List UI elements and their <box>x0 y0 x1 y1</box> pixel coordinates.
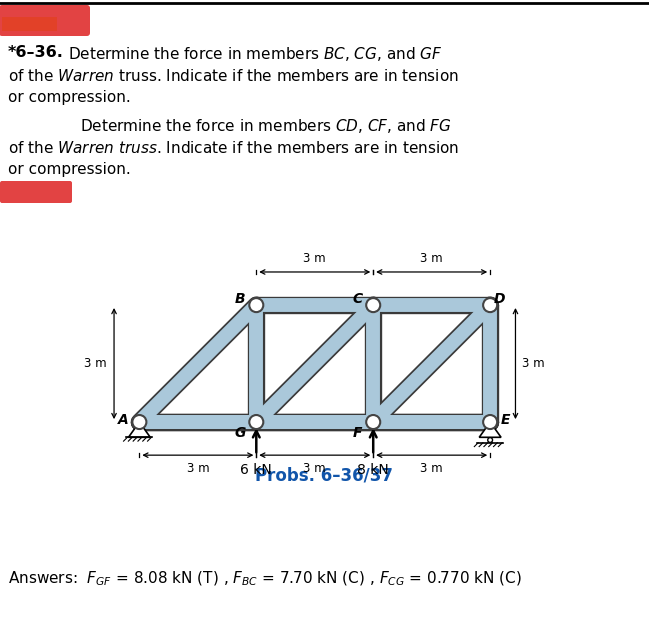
FancyBboxPatch shape <box>0 5 90 36</box>
Text: E: E <box>501 413 511 427</box>
Text: Determine the force in members $\mathit{CD}$, $\mathit{CF}$, and $\mathit{FG}$: Determine the force in members $\mathit{… <box>80 117 452 135</box>
Text: F: F <box>353 426 362 440</box>
FancyBboxPatch shape <box>0 181 72 203</box>
Text: 3 m: 3 m <box>421 252 443 265</box>
FancyBboxPatch shape <box>2 17 57 31</box>
Text: Determine the force in members $\mathit{BC}$, $\mathit{CG}$, and $\mathit{GF}$: Determine the force in members $\mathit{… <box>68 45 443 63</box>
Polygon shape <box>479 422 501 437</box>
Text: 8 kN: 8 kN <box>358 463 389 477</box>
Text: G: G <box>234 426 245 440</box>
Text: 6 kN: 6 kN <box>240 463 272 477</box>
Text: 3 m: 3 m <box>421 462 443 475</box>
Text: D: D <box>493 292 505 306</box>
Text: or compression.: or compression. <box>8 90 130 105</box>
Text: A: A <box>117 413 129 427</box>
Text: 3 m: 3 m <box>522 357 545 370</box>
Circle shape <box>488 438 493 442</box>
Text: C: C <box>352 292 362 306</box>
Text: of the $\mathit{Warren\ truss}$. Indicate if the members are in tension: of the $\mathit{Warren\ truss}$. Indicat… <box>8 140 459 156</box>
Text: 3 m: 3 m <box>186 462 209 475</box>
Circle shape <box>483 415 497 429</box>
Text: 3 m: 3 m <box>304 252 326 265</box>
Circle shape <box>132 415 147 429</box>
Text: *6–36.: *6–36. <box>8 45 64 60</box>
Text: of the $\mathit{Warren}$ truss. Indicate if the members are in tension: of the $\mathit{Warren}$ truss. Indicate… <box>8 68 459 84</box>
Text: 3 m: 3 m <box>84 357 107 370</box>
Polygon shape <box>129 422 151 437</box>
Circle shape <box>483 298 497 312</box>
Circle shape <box>366 415 380 429</box>
Text: Probs. 6–36/37: Probs. 6–36/37 <box>255 467 393 485</box>
Circle shape <box>249 298 263 312</box>
Text: or compression.: or compression. <box>8 162 130 177</box>
Text: B: B <box>235 292 245 306</box>
Text: 3 m: 3 m <box>304 462 326 475</box>
Circle shape <box>366 298 380 312</box>
Text: Answers:  $\mathit{F}_{GF}$ = 8.08 kN (T) , $\mathit{F}_{BC}$ = 7.70 kN (C) , $\: Answers: $\mathit{F}_{GF}$ = 8.08 kN (T)… <box>8 570 522 588</box>
Circle shape <box>249 415 263 429</box>
